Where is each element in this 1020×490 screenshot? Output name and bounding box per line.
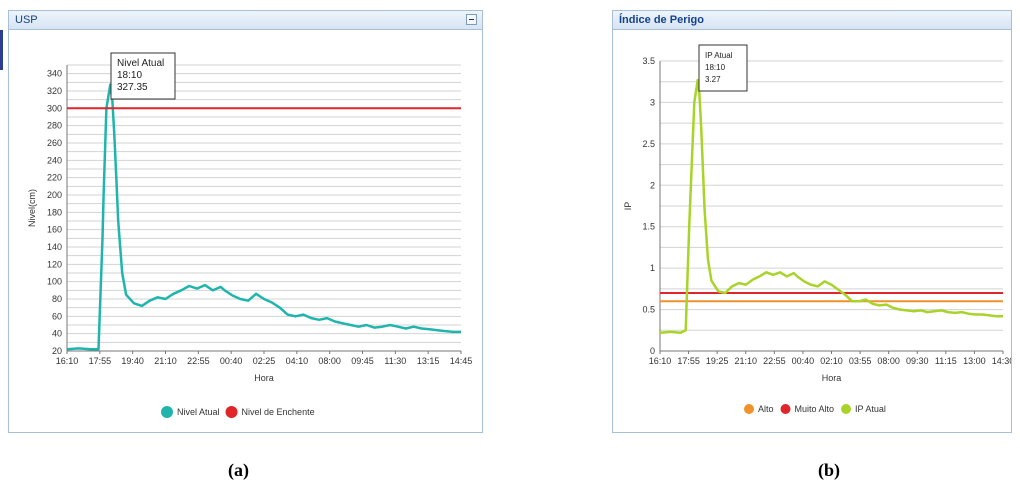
y-tick-label: 140 (47, 242, 62, 252)
legend-marker (225, 406, 238, 418)
y-tick-label: 180 (47, 207, 62, 217)
y-tick-label: 0 (650, 346, 655, 356)
x-axis-label: Hora (254, 373, 274, 383)
y-tick-label: 320 (47, 86, 62, 96)
x-tick-label: 13:00 (963, 356, 986, 366)
y-tick-label: 240 (47, 155, 62, 165)
y-tick-label: 2.5 (642, 139, 655, 149)
y-tick-label: 80 (52, 294, 62, 304)
y-tick-label: 3.5 (642, 56, 655, 66)
y-tick-label: 1.5 (642, 222, 655, 232)
legend-label: Muito Alto (795, 404, 835, 414)
x-tick-label: 09:45 (351, 356, 374, 366)
x-tick-label: 11:30 (384, 356, 406, 366)
y-tick-label: 340 (47, 69, 62, 79)
legend-label: Nivel Atual (177, 407, 220, 417)
x-tick-label: 00:40 (220, 356, 243, 366)
y-tick-label: 2 (650, 180, 655, 190)
y-tick-label: 260 (47, 138, 62, 148)
x-tick-label: 14:45 (450, 356, 473, 366)
y-axis-label: IP (623, 202, 633, 211)
x-tick-label: 02:10 (820, 356, 843, 366)
y-tick-label: 1 (650, 263, 655, 273)
y-tick-label: 100 (47, 277, 62, 287)
legend-label: Nivel de Enchente (242, 407, 315, 417)
legend-marker (780, 404, 791, 414)
tooltip-value: 3.27 (705, 75, 721, 84)
x-tick-label: 21:10 (734, 356, 757, 366)
x-tick-label: 19:25 (706, 356, 729, 366)
tooltip-time: 18:10 (117, 70, 142, 81)
series-line-nivel-atual (66, 83, 461, 351)
collapse-icon[interactable] (466, 14, 477, 25)
legend-marker (744, 404, 754, 414)
x-tick-label: 21:10 (154, 356, 177, 366)
x-tick-label: 04:10 (286, 356, 309, 366)
x-tick-label: 19:40 (121, 356, 144, 366)
x-tick-label: 22:55 (763, 356, 786, 366)
x-tick-label: 03:55 (849, 356, 872, 366)
panel-title: Índice de Perigo (613, 11, 1011, 30)
window-edge-strip (0, 30, 3, 70)
x-tick-label: 14:30 (992, 356, 1011, 366)
panel-usp: USP 20 40 60 80 100 120 140 160 180 200 220 240 260 2… (8, 10, 483, 433)
y-tick-label: 40 (52, 329, 62, 339)
y-tick-label: 200 (47, 190, 62, 200)
panel-title: USP (9, 11, 482, 30)
tooltip-label: IP Atual (705, 51, 733, 60)
tooltip-box (698, 44, 748, 92)
x-tick-label: 16:10 (56, 356, 79, 366)
x-tick-label: 17:55 (89, 356, 112, 366)
y-tick-label: 0.5 (642, 305, 655, 315)
chart-ip: 0 0.5 1 1.5 2 2.5 3 3.5 16:10 17:55 19:25 21:10 22:5… (623, 44, 1011, 414)
y-tick-label: 220 (47, 173, 62, 183)
tooltip-box (110, 52, 176, 100)
y-tick-label: 20 (52, 346, 62, 356)
x-tick-label: 08:00 (318, 356, 341, 366)
x-tick-label: 16:10 (649, 356, 672, 366)
tooltip-label: Nivel Atual (117, 58, 164, 69)
y-tick-label: 300 (47, 103, 62, 113)
figure-caption-b: (b) (818, 460, 840, 480)
x-tick-label: 09:30 (906, 356, 929, 366)
tooltip-value: 327.35 (117, 82, 148, 93)
legend-label: Alto (758, 404, 774, 414)
x-tick-label: 13:15 (417, 356, 440, 366)
tooltip-time: 18:10 (705, 63, 726, 72)
x-tick-label: 08:00 (877, 356, 900, 366)
x-tick-label: 17:55 (677, 356, 700, 366)
series-line-ip-atual (659, 78, 1003, 335)
y-tick-label: 3 (650, 97, 655, 107)
chart-nivel: 20 40 60 80 100 120 140 160 180 200 220 240 260 280 30… (27, 52, 473, 418)
y-tick-label: 280 (47, 121, 62, 131)
tooltip: IP Atual 18:10 3.27 (698, 44, 748, 92)
figure-caption-a: (a) (228, 460, 249, 480)
y-tick-label: 160 (47, 225, 62, 235)
legend-label: IP Atual (855, 404, 886, 414)
x-tick-label: 22:55 (187, 356, 210, 366)
x-axis-label: Hora (822, 373, 842, 383)
y-axis-label: Nivel(cm) (27, 189, 37, 227)
panel-indice-perigo: Índice de Perigo 0 0.5 1 1.5 2 2.5 3 3.5 16:10 17… (612, 10, 1012, 433)
legend-marker (841, 404, 852, 414)
x-tick-label: 11:15 (935, 356, 957, 366)
y-tick-label: 120 (47, 259, 62, 269)
x-tick-label: 02:25 (253, 356, 276, 366)
y-tick-label: 60 (52, 311, 62, 321)
legend-marker (161, 406, 173, 418)
x-tick-label: 00:40 (792, 356, 815, 366)
